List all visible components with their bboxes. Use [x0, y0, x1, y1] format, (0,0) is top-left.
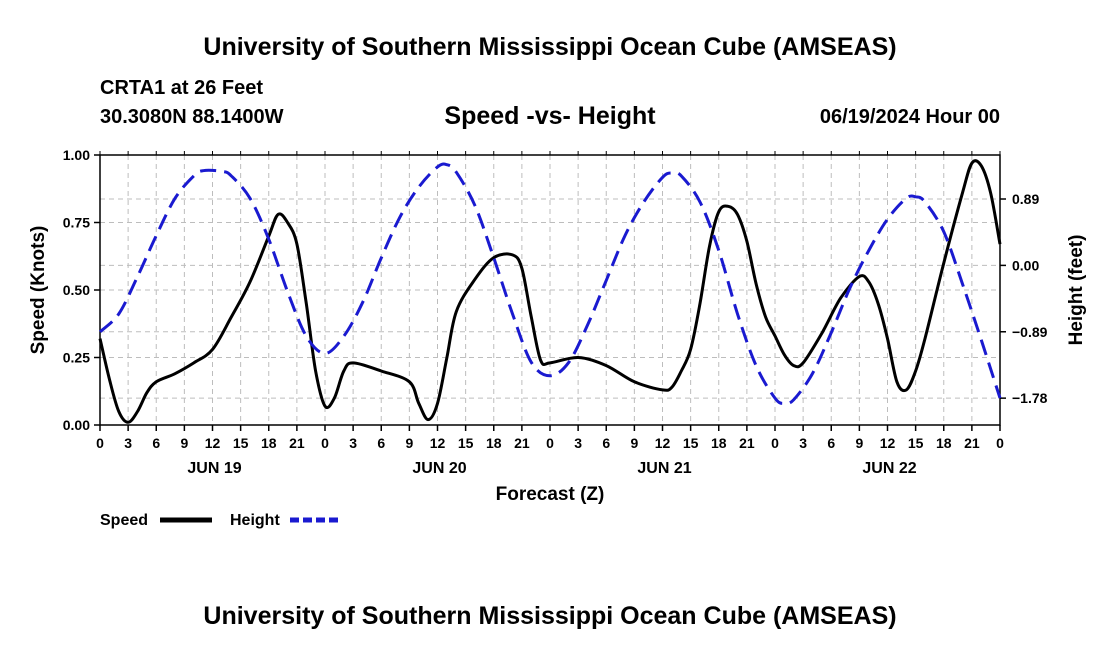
day-label: JUN 19: [187, 460, 241, 477]
station-label: CRTA1 at 26 Feet: [100, 77, 263, 99]
x-tick-label: 6: [602, 435, 610, 451]
x-tick-label: 18: [486, 435, 502, 451]
y2-tick-label: −0.89: [1012, 324, 1048, 340]
y2-tick-label: 0.89: [1012, 191, 1039, 207]
legend-label-speed: Speed: [100, 512, 148, 529]
x-tick-label: 12: [205, 435, 221, 451]
y2-tick-label: −1.78: [1012, 390, 1048, 406]
x-tick-label: 3: [349, 435, 357, 451]
x-tick-label: 3: [799, 435, 807, 451]
x-tick-label: 15: [233, 435, 249, 451]
day-label: JUN 20: [412, 460, 466, 477]
legend-label-height: Height: [230, 512, 280, 529]
x-tick-label: 0: [996, 435, 1004, 451]
x-tick-label: 21: [739, 435, 755, 451]
day-labels: JUN 19 JUN 20 JUN 21 JUN 22: [187, 460, 916, 477]
x-tick-label: 21: [289, 435, 305, 451]
x-tick-label: 6: [827, 435, 835, 451]
x-tick-label: 3: [574, 435, 582, 451]
x-tick-label: 15: [908, 435, 924, 451]
run-label: 06/19/2024 Hour 00: [820, 106, 1000, 128]
x-tick-label: 12: [655, 435, 671, 451]
y-tick-label: 0.25: [63, 350, 90, 366]
y2-tick-label: 0.00: [1012, 257, 1039, 273]
y-tick-label: 0.00: [63, 417, 90, 433]
x-tick-label: 0: [321, 435, 329, 451]
x-tick-label: 12: [880, 435, 896, 451]
x-tick-label: 6: [377, 435, 385, 451]
x-tick-label: 9: [180, 435, 188, 451]
figure-title-top: University of Southern Mississippi Ocean…: [203, 33, 896, 61]
y-axis-left: 0.00 0.25 0.50 0.75 1.00: [63, 147, 100, 433]
x-tick-label: 18: [936, 435, 952, 451]
x-tick-label: 12: [430, 435, 446, 451]
x-tick-label: 3: [124, 435, 132, 451]
grid: [100, 155, 1000, 425]
x-tick-label: 15: [458, 435, 474, 451]
x-tick-label: 15: [683, 435, 699, 451]
x-tick-label: 0: [96, 435, 104, 451]
x-axis-label: Forecast (Z): [496, 484, 605, 505]
x-tick-label: 0: [771, 435, 779, 451]
y2-axis-label: Height (feet): [1066, 235, 1087, 346]
day-label: JUN 22: [862, 460, 916, 477]
figure-title-bottom: University of Southern Mississippi Ocean…: [203, 602, 896, 630]
y-axis-label: Speed (Knots): [28, 226, 49, 355]
x-tick-label: 21: [964, 435, 980, 451]
y-tick-label: 0.50: [63, 282, 90, 298]
x-tick-label: 9: [855, 435, 863, 451]
coords-label: 30.3080N 88.1400W: [100, 106, 284, 128]
series-layer: [98, 159, 1002, 424]
y-tick-label: 1.00: [63, 147, 90, 163]
x-tick-label: 6: [152, 435, 160, 451]
x-tick-label: 18: [711, 435, 727, 451]
x-tick-label: 9: [630, 435, 638, 451]
series-line-speed: [98, 159, 1002, 424]
y-axis-right: 0.89 0.00 −0.89 −1.78: [1000, 191, 1048, 406]
plot-title: Speed -vs- Height: [444, 102, 656, 130]
x-tick-label: 9: [405, 435, 413, 451]
x-tick-label: 0: [546, 435, 554, 451]
y-tick-label: 0.75: [63, 215, 90, 231]
x-axis: 0 3 6 9 12 15 18 21 0 3 6 9 12 15 18 21 0 3 6 9 12 15 18 21 0 3 6 9…: [96, 151, 1004, 451]
x-tick-label: 18: [261, 435, 277, 451]
series-line-height: [98, 162, 1002, 406]
day-label: JUN 21: [637, 460, 691, 477]
x-tick-label: 21: [514, 435, 530, 451]
